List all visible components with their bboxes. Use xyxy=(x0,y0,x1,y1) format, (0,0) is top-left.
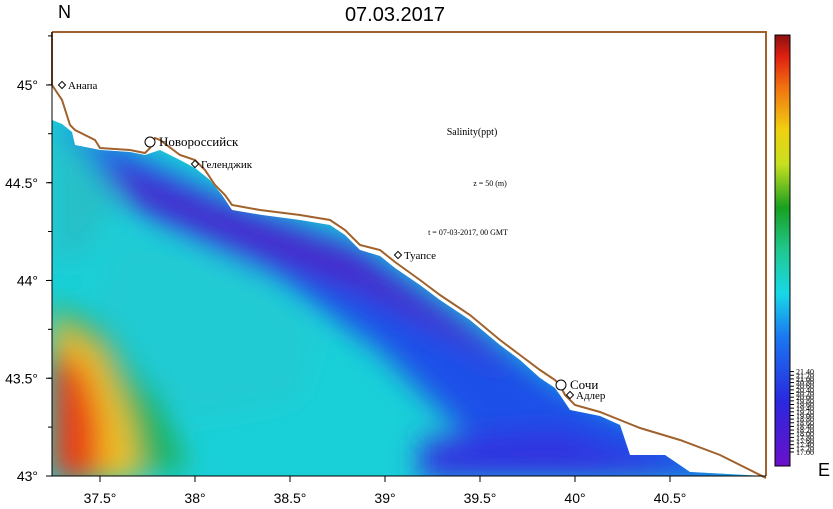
city-marker xyxy=(565,390,575,400)
colorbar-tick-label: 20.40 xyxy=(796,386,814,395)
annotation: z = 50 (m) xyxy=(473,179,507,188)
annotation: t = 07-03-2017, 00 GMT xyxy=(428,228,508,237)
colorbar-tick-label: 19.60 xyxy=(796,400,814,409)
city-marker xyxy=(57,80,67,90)
colorbar-tick-label: 19.40 xyxy=(796,404,814,413)
colorbar-tick-label: 20.60 xyxy=(796,382,814,391)
colorbar-tick-label: 17.00 xyxy=(796,448,814,457)
x-tick-label: 39.5° xyxy=(464,490,497,506)
colorbar-tick-label: 17.20 xyxy=(796,444,814,453)
x-tick-label: 38.5° xyxy=(274,490,307,506)
y-tick-label: 43.5° xyxy=(5,370,38,386)
colorbar-tick-label: 19.00 xyxy=(796,411,814,420)
colorbar-tick-label: 18.60 xyxy=(796,419,814,428)
salinity-field xyxy=(52,120,766,476)
city-marker xyxy=(144,136,156,148)
colorbar-tick-label: 21.40 xyxy=(796,368,814,377)
city-marker xyxy=(190,159,200,169)
x-tick-label: 38° xyxy=(184,490,205,506)
city-marker xyxy=(555,379,567,391)
colorbar-tick-label: 21.00 xyxy=(796,375,814,384)
north-label: N xyxy=(58,2,71,22)
y-tick-label: 45° xyxy=(17,77,38,93)
city-label: Новороссийск xyxy=(159,134,239,149)
colorbar-tick-label: 17.60 xyxy=(796,437,814,446)
x-tick-label: 37.5° xyxy=(84,490,117,506)
colorbar-tick-label: 18.80 xyxy=(796,415,814,424)
colorbar-tick-label: 17.40 xyxy=(796,441,814,450)
colorbar-tick-label: 19.80 xyxy=(796,397,814,406)
title: 07.03.2017 xyxy=(345,4,445,26)
coastline xyxy=(51,31,767,479)
colorbar-tick-label: 19.20 xyxy=(796,408,814,417)
city-label: Сочи xyxy=(570,377,598,392)
annotation: Salinity(ppt) xyxy=(447,127,498,138)
city-label: Геленджик xyxy=(201,159,253,171)
city-label: Адлер xyxy=(576,390,606,402)
colorbar-tick-label: 20.80 xyxy=(796,379,814,388)
colorbar-tick-label: 17.80 xyxy=(796,433,814,442)
x-tick-label: 39° xyxy=(374,490,395,506)
x-tick-label: 40° xyxy=(564,490,585,506)
east-label: E xyxy=(818,460,830,480)
colorbar-tick-label: 20.20 xyxy=(796,390,814,399)
y-tick-label: 44° xyxy=(17,273,38,289)
colorbar-tick-label: 21.20 xyxy=(796,371,814,380)
colorbar-tick-label: 18.20 xyxy=(796,426,814,435)
y-tick-label: 43° xyxy=(17,468,38,484)
colorbar-tick-label: 20.00 xyxy=(796,393,814,402)
colorbar-tick-label: 18.00 xyxy=(796,430,814,439)
colorbar xyxy=(774,34,791,467)
city-label: Туапсе xyxy=(404,250,436,262)
city-marker xyxy=(393,250,403,260)
x-tick-label: 40.5° xyxy=(654,490,687,506)
colorbar-tick-label: 18.40 xyxy=(796,422,814,431)
y-tick-label: 44.5° xyxy=(5,175,38,191)
city-label: Анапа xyxy=(68,80,97,92)
